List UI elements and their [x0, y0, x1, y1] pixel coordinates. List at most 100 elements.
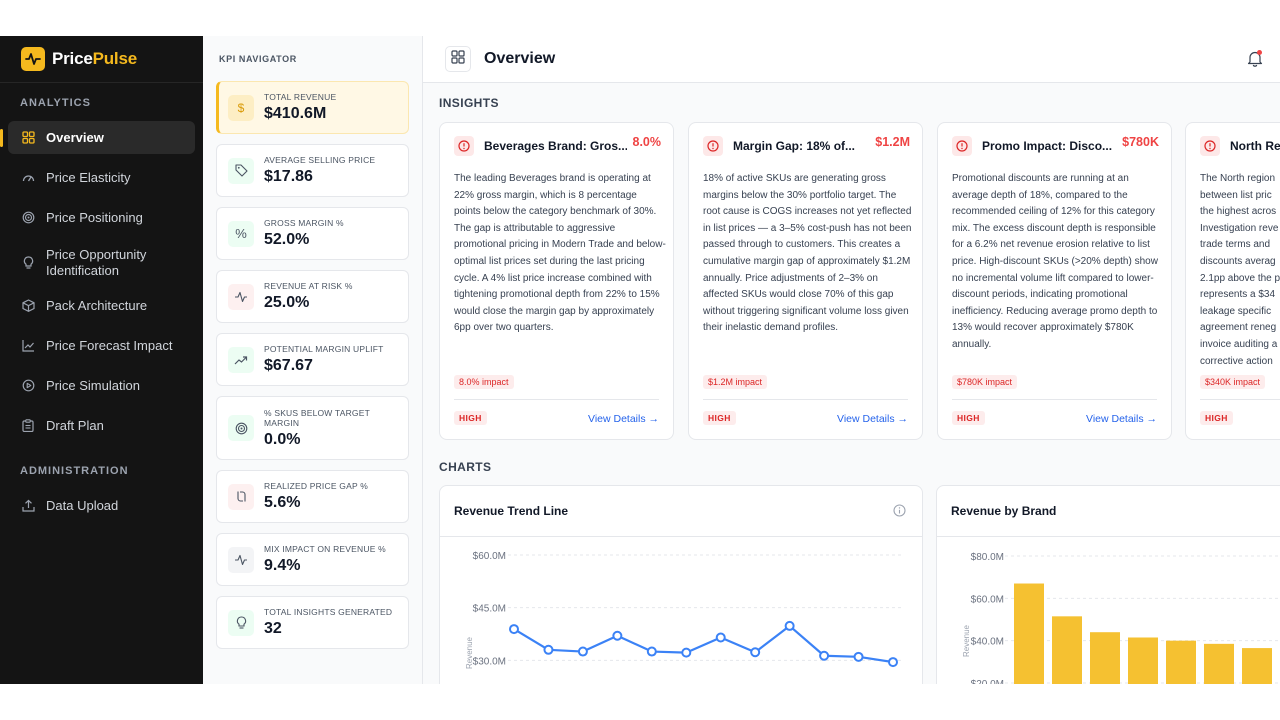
kpi-card-total-insights[interactable]: TOTAL INSIGHTS GENERATED 32	[216, 596, 409, 649]
alert-circle-icon	[952, 136, 972, 156]
sidebar-item-label: Pack Architecture	[46, 298, 148, 313]
impact-badge: $780K impact	[952, 375, 1018, 389]
alert-circle-icon	[1200, 136, 1220, 156]
package-icon	[20, 299, 36, 312]
bar[interactable]	[1090, 632, 1120, 684]
divider	[937, 536, 1280, 537]
bar[interactable]	[1014, 583, 1044, 684]
data-point[interactable]	[543, 644, 554, 655]
insight-body-line: discounts averag	[1200, 255, 1276, 267]
insight-body-line: Investigation reve	[1200, 222, 1279, 234]
insight-card[interactable]: Margin Gap: 18% of... $1.2M 18% of activ…	[688, 122, 923, 440]
sidebar-item-price-positioning[interactable]: Price Positioning	[8, 201, 195, 234]
compare-arrows-icon	[228, 483, 254, 510]
bar[interactable]	[1128, 637, 1158, 684]
kpi-value: 9.4%	[264, 557, 301, 574]
view-details-link[interactable]: View Details →	[837, 413, 908, 425]
info-icon[interactable]	[893, 504, 906, 522]
y-tick-label: $40.0M	[971, 637, 1004, 648]
kpi-value: 32	[264, 620, 282, 637]
sidebar-item-price-simulation[interactable]: Price Simulation	[8, 369, 195, 402]
kpi-navigator: KPI NAVIGATOR $ TOTAL REVENUE $410.6M AV…	[203, 36, 423, 684]
line-chart-icon	[20, 339, 36, 352]
trending-up-icon	[228, 346, 254, 373]
sidebar-item-overview[interactable]: Overview	[0, 121, 195, 154]
main-content: Overview INSIGHTS Beverages Brand: Gros.…	[423, 36, 1280, 684]
data-point[interactable]	[888, 657, 898, 668]
view-details-link[interactable]: View Details →	[588, 413, 659, 425]
sidebar-item-price-opportunity[interactable]: Price Opportunity Identification	[8, 241, 195, 285]
insight-amount: $780K	[1122, 135, 1159, 149]
data-point[interactable]	[853, 651, 864, 662]
activity-icon	[228, 546, 254, 573]
y-tick-label: $45.0M	[473, 604, 506, 615]
dollar-icon: $	[228, 94, 254, 121]
notifications-button[interactable]	[1247, 50, 1263, 72]
target-icon	[228, 415, 254, 441]
kpi-card-total-revenue[interactable]: $ TOTAL REVENUE $410.6M	[216, 81, 409, 134]
kpi-label: TOTAL INSIGHTS GENERATED	[264, 607, 393, 617]
kpi-card-potential-margin-uplift[interactable]: POTENTIAL MARGIN UPLIFT $67.67	[216, 333, 409, 386]
brand-name: PricePulse	[52, 49, 137, 68]
data-point[interactable]	[750, 647, 761, 658]
data-point[interactable]	[784, 620, 795, 631]
data-point[interactable]	[509, 624, 519, 635]
data-point[interactable]	[646, 646, 657, 657]
kpi-card-mix-impact[interactable]: MIX IMPACT ON REVENUE % 9.4%	[216, 533, 409, 586]
divider	[703, 399, 908, 400]
insight-amount: $1.2M	[875, 135, 910, 149]
divider	[1200, 399, 1280, 400]
insight-body: 18% of active SKUs are generating gross …	[703, 173, 912, 334]
severity-badge: HIGH	[1200, 411, 1233, 425]
view-details-link[interactable]: View Details →	[1086, 413, 1157, 425]
play-circle-icon	[20, 379, 36, 392]
kpi-card-realized-price-gap[interactable]: REALIZED PRICE GAP % 5.6%	[216, 470, 409, 523]
lightbulb-icon	[20, 256, 36, 270]
data-point[interactable]	[715, 632, 726, 643]
data-point[interactable]	[819, 650, 830, 661]
sidebar-item-draft-plan[interactable]: Draft Plan	[8, 409, 195, 442]
sidebar-item-price-elasticity[interactable]: Price Elasticity	[8, 161, 195, 194]
sidebar-item-label: Price Forecast Impact	[46, 338, 173, 353]
revenue-by-brand-chart-card: Revenue by Brand $80.0M $60.0M $40.0M $20.0…	[936, 485, 1280, 684]
kpi-label: TOTAL REVENUE	[264, 92, 337, 102]
charts-section-label: CHARTS	[439, 460, 492, 474]
insight-card[interactable]: Beverages Brand: Gros... 8.0% The leadin…	[439, 122, 674, 440]
kpi-card-average-selling-price[interactable]: AVERAGE SELLING PRICE $17.86	[216, 144, 409, 197]
y-tick-label: $60.0M	[473, 551, 506, 562]
insights-section-label: INSIGHTS	[439, 96, 499, 110]
grid-icon	[20, 131, 36, 144]
brand-logo[interactable]: PricePulse	[0, 36, 203, 83]
data-point[interactable]	[612, 630, 623, 641]
kpi-card-gross-margin[interactable]: % GROSS MARGIN % 52.0%	[216, 207, 409, 260]
kpi-card-revenue-at-risk[interactable]: REVENUE AT RISK % 25.0%	[216, 270, 409, 323]
insight-title: Promo Impact: Disco...	[982, 139, 1113, 153]
alert-circle-icon	[703, 136, 723, 156]
data-point[interactable]	[577, 646, 588, 657]
lightbulb-icon	[228, 609, 254, 636]
data-point[interactable]	[681, 647, 692, 658]
severity-badge: HIGH	[952, 411, 985, 425]
bar[interactable]	[1242, 648, 1272, 684]
sidebar-item-price-forecast-impact[interactable]: Price Forecast Impact	[8, 329, 195, 362]
y-tick-label: $80.0M	[971, 552, 1004, 563]
bar[interactable]	[1204, 643, 1234, 684]
alert-circle-icon	[454, 136, 474, 156]
impact-badge: $340K impact	[1200, 375, 1266, 389]
insight-card[interactable]: North Reg The North region between list …	[1185, 122, 1280, 440]
insight-title: North Reg	[1230, 139, 1280, 153]
notification-dot	[1257, 50, 1262, 55]
kpi-card-skus-below-target[interactable]: % SKUS BELOW TARGET MARGIN 0.0%	[216, 396, 409, 460]
y-tick-label: $20.0M	[971, 679, 1004, 684]
tag-icon	[228, 157, 254, 184]
insight-body-line: agreement reneg	[1200, 322, 1277, 334]
sidebar-item-data-upload[interactable]: Data Upload	[8, 489, 195, 522]
bar[interactable]	[1166, 640, 1196, 684]
insight-card[interactable]: Promo Impact: Disco... $780K Promotional…	[937, 122, 1172, 440]
sidebar-item-pack-architecture[interactable]: Pack Architecture	[8, 289, 195, 322]
insight-body-line: corrective action	[1200, 355, 1273, 367]
activity-icon	[228, 283, 254, 310]
layout-toggle-button[interactable]	[445, 46, 471, 72]
bar[interactable]	[1052, 616, 1082, 684]
